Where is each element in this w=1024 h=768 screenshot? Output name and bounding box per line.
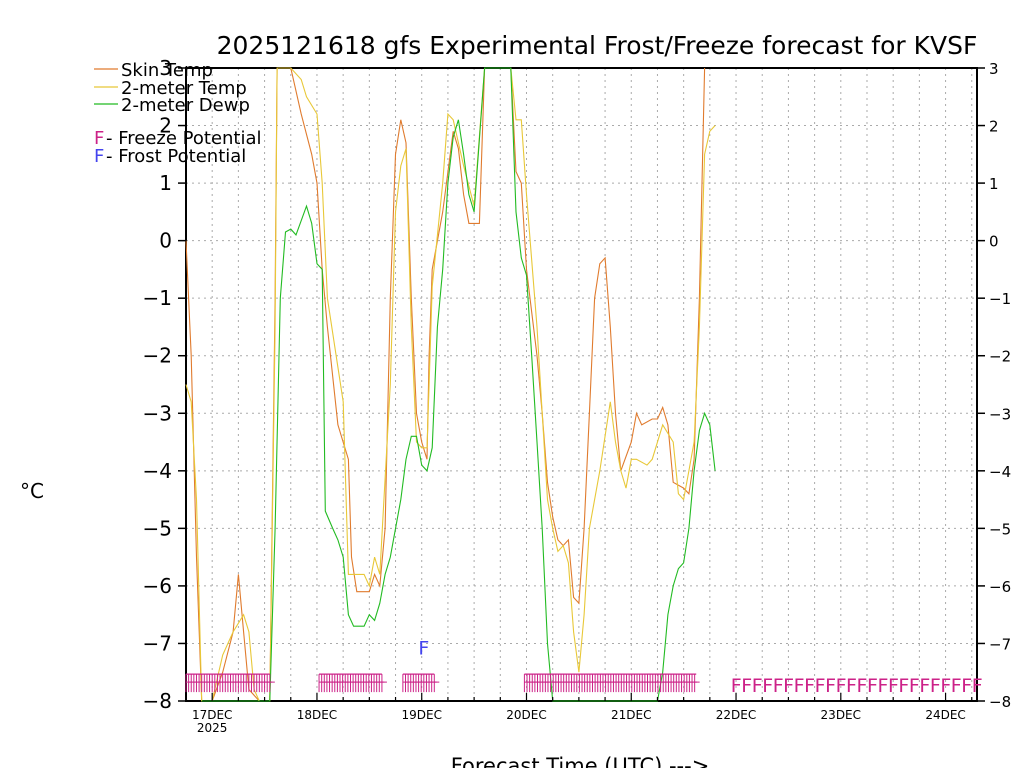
freeze-marker: F [857, 675, 868, 697]
y-tick-label-left: 2 [159, 114, 172, 138]
y-tick-label-left: 0 [159, 229, 172, 253]
x-tick-label: 24DEC [925, 708, 965, 722]
y-tick-label-right: 3 [989, 60, 999, 78]
x-tick-label: 20DEC [506, 708, 546, 722]
freeze-marker: F [877, 675, 888, 697]
x-tick-label: 18DEC [297, 708, 337, 722]
x-tick-label: 19DEC [401, 708, 441, 722]
plot-area [185, 67, 978, 702]
y-tick-label-left: −4 [143, 459, 172, 483]
y-tick-label-right: −5 [989, 520, 1011, 538]
y-tick-label-left: −6 [143, 574, 172, 598]
grid-lines [185, 67, 977, 702]
chart-title: 2025121618 gfs Experimental Frost/Freeze… [217, 31, 978, 60]
y-tick-label-left: 1 [159, 171, 172, 195]
x-axis-label: Forecast Time (UTC) ---> [451, 754, 710, 768]
freeze-marker: F [919, 675, 930, 697]
freeze-marker: F [731, 675, 742, 697]
y-tick-label-left: −1 [143, 286, 172, 310]
freeze-marker: F [762, 675, 773, 697]
legend-freeze-label: - Freeze Potential [106, 128, 262, 149]
legend-freeze-symbol: F [94, 128, 104, 149]
y-tick-label-left: −8 [143, 689, 172, 713]
legend-frost-symbol: F [94, 146, 104, 167]
freeze-marker: F [940, 675, 951, 697]
legend-item-freeze: F - Freeze Potential [94, 128, 262, 149]
legend-label-skin-temp: Skin Temp [121, 60, 213, 81]
y-tick-label-left: −3 [143, 401, 172, 425]
legend-label-2m-dewp: 2-meter Dewp [121, 95, 250, 116]
freeze-marker: F [815, 675, 826, 697]
y-tick-label-right: −3 [989, 405, 1011, 423]
y-tick-label-left: −2 [143, 344, 172, 368]
x-tick-label: 22DEC [716, 708, 756, 722]
freeze-marker: F [888, 675, 899, 697]
plot-frame [185, 67, 978, 702]
series-line-2-meter-temp [185, 67, 716, 702]
freeze-marker: F [961, 675, 972, 697]
freeze-marker: F [836, 675, 847, 697]
freeze-marker: F [972, 675, 983, 697]
freeze-marker: F [867, 675, 878, 697]
x-tick-label: 21DEC [611, 708, 651, 722]
freeze-marker: F [951, 675, 962, 697]
freeze-marker: F [741, 675, 752, 697]
freeze-marker: F [909, 675, 920, 697]
freeze-marker: F [898, 675, 909, 697]
x-tick-sublabel: 2025 [197, 721, 228, 735]
legend-label-2m-temp: 2-meter Temp [121, 78, 247, 99]
y-tick-label-left: −7 [143, 631, 172, 655]
y-tick-label-right: −2 [989, 348, 1011, 366]
y-axis-label: °C [20, 479, 44, 503]
series-line-skin-temp [185, 67, 706, 702]
x-tick-label: 17DEC [192, 708, 232, 722]
y-tick-label-right: −7 [989, 635, 1011, 653]
series-line-2-meter-dewp [201, 67, 716, 702]
freeze-marker: F [930, 675, 941, 697]
freeze-marker: F [773, 675, 784, 697]
freeze-marker: F [783, 675, 794, 697]
series-lines [185, 67, 716, 702]
axes: 3 3 2 2 1 1 0 0 −1 −1 −2 −2 −3 −3 −4 −4 −5 −5 −6 −6 −7 −7 −8 −8… [143, 56, 1012, 735]
freeze-marker: F [804, 675, 815, 697]
y-tick-label-right: −1 [989, 290, 1011, 308]
freeze-marker: F [752, 675, 763, 697]
y-tick-label-left: 3 [159, 56, 172, 80]
frost-marker: F [418, 637, 429, 659]
y-tick-label-right: −4 [989, 463, 1011, 481]
y-tick-label-left: −5 [143, 516, 172, 540]
y-tick-label-right: 1 [989, 175, 999, 193]
x-tick-label: 23DEC [821, 708, 861, 722]
legend-item-2m-temp: 2-meter Temp [94, 78, 247, 99]
freeze-marker: F [794, 675, 805, 697]
y-tick-label-right: −6 [989, 578, 1011, 596]
freeze-marker: F [825, 675, 836, 697]
y-tick-label-right: 2 [989, 118, 999, 136]
potential-bars: F F F F F F F F F F F F F F F F F F F F F F F FF [185, 637, 983, 697]
legend-item-skin-temp: Skin Temp [94, 60, 213, 81]
legend-frost-label: - Frost Potential [106, 146, 246, 167]
legend: Skin Temp 2-meter Temp 2-meter Dewp F - … [94, 60, 262, 167]
y-tick-label-right: 0 [989, 233, 999, 251]
freeze-marker: F [846, 675, 857, 697]
y-tick-label-right: −8 [989, 693, 1011, 711]
legend-item-2m-dewp: 2-meter Dewp [94, 95, 250, 116]
legend-item-frost: F - Frost Potential [94, 146, 246, 167]
